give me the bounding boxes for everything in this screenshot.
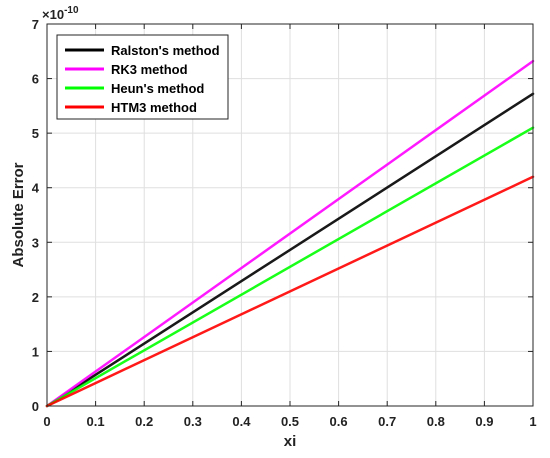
y-multiplier: ×10-10 <box>42 5 79 22</box>
ticks <box>46 23 534 407</box>
y-tick-label: 4 <box>32 181 40 196</box>
series-line-3 <box>45 126 535 408</box>
series-line-2 <box>45 59 535 408</box>
x-tick-label: 0.9 <box>475 414 493 429</box>
x-tick-label: 0.6 <box>330 414 348 429</box>
y-tick-label: 2 <box>32 290 39 305</box>
y-tick-label: 7 <box>32 17 39 32</box>
x-tick-label: 0.7 <box>378 414 396 429</box>
legend-label-1: Ralston's method <box>111 43 220 58</box>
x-tick-label: 1 <box>529 414 536 429</box>
x-tick-label: 0.2 <box>135 414 153 429</box>
y-tick-label: 3 <box>32 235 39 250</box>
legend-label-4: HTM3 method <box>111 100 197 115</box>
y-tick-label: 1 <box>32 344 39 359</box>
legend-label-2: RK3 method <box>111 62 188 77</box>
legend: Ralston's method RK3 method Heun's method H… <box>56 34 229 120</box>
legend-label-3: Heun's method <box>111 81 204 96</box>
x-tick-label: 0.4 <box>232 414 251 429</box>
series-line-4 <box>45 175 535 408</box>
y-multiplier-base: ×10 <box>42 7 64 22</box>
y-tick-label: 0 <box>32 399 39 414</box>
x-tick-label: 0.5 <box>281 414 299 429</box>
x-tick-label: 0.8 <box>427 414 445 429</box>
y-multiplier-exponent: -10 <box>64 5 79 16</box>
x-tick-label: 0.3 <box>184 414 202 429</box>
tick-labels: 0 0.1 0.2 0.3 0.4 0.5 0.6 0.7 0.8 0.9 1 0 1 2 3 4 5 6 7 <box>32 17 537 429</box>
x-tick-label: 0.1 <box>87 414 105 429</box>
x-tick-label: 0 <box>43 414 50 429</box>
y-tick-label: 6 <box>32 72 39 87</box>
y-tick-label: 5 <box>32 126 39 141</box>
series-line-1 <box>45 92 535 408</box>
y-axis-title: Absolute Error <box>10 162 27 267</box>
series-lines <box>45 59 535 408</box>
x-axis-title: xi <box>284 433 297 450</box>
